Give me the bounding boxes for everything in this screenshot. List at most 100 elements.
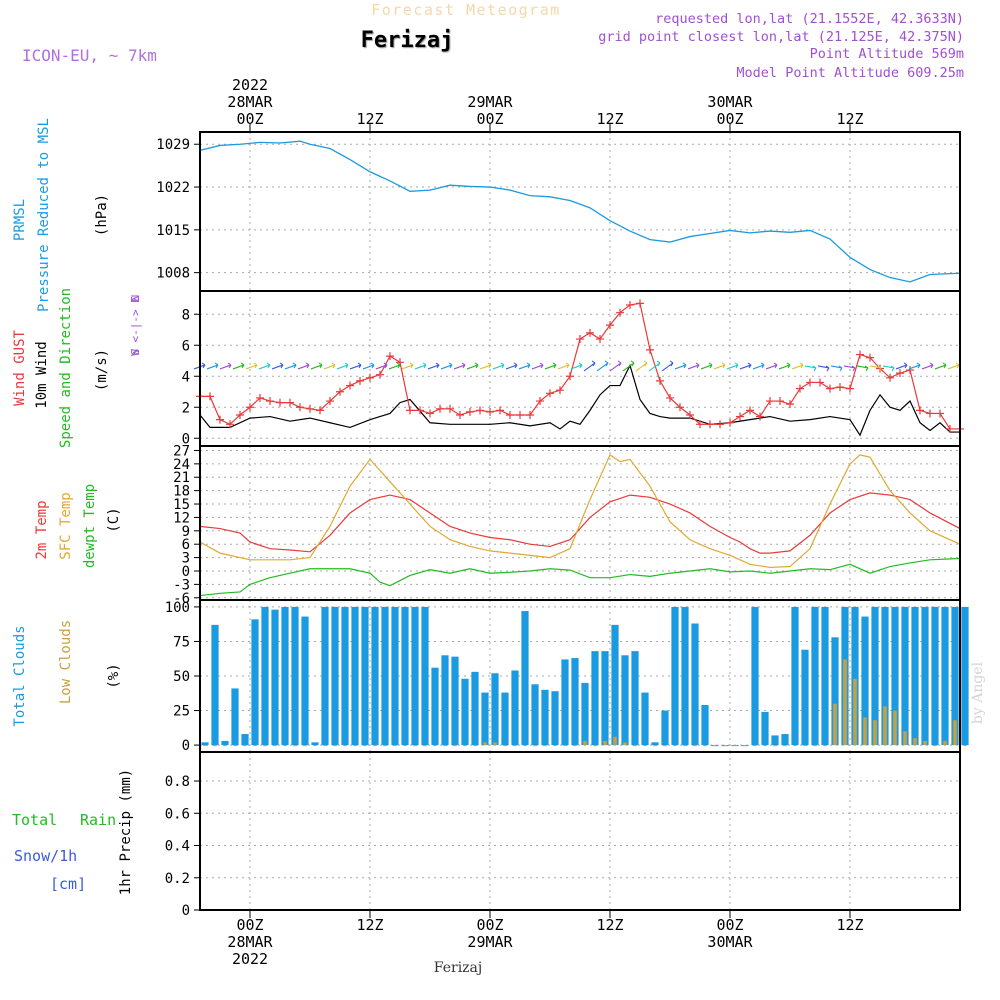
wind-gust-marker-58 [776,397,784,406]
wind-direction-arrow-14 [375,362,388,370]
wind-direction-arrow-38 [687,362,700,370]
precipitation-ytick-label-1: 0.2 [165,871,190,887]
low-cloud-bar-16 [363,745,367,747]
wind-gust-marker-48 [676,403,684,412]
wind-direction-arrow-35 [648,360,661,372]
precipitation-ytick-label-0: 0 [182,903,190,919]
precipitation-frame [199,751,961,911]
low-cloud-bar-4 [243,745,247,747]
wind-direction-arrow-56 [921,362,934,370]
temperature-ytick-label-5: 9 [182,524,190,540]
total-cloud-bar-12 [321,606,329,746]
pressure-label-msl: Pressure Reduced to MSL [36,118,52,312]
precipitation-background [200,752,960,910]
wind-gust-marker-26 [456,411,464,419]
low-cloud-bar-29 [493,742,497,746]
total-cloud-bar-68 [881,606,889,746]
temperature-ytick-label-11: 27 [173,443,190,459]
wind-direction-arrow-10 [323,362,336,370]
point-altitude: Point Altitude 569m [810,46,964,62]
total-cloud-bar-58 [781,734,789,746]
wind-gust-marker-32 [516,411,524,419]
total-cloud-bar-13 [331,606,339,746]
wind-gust-marker-31 [506,411,514,419]
wind-gust-marker-18 [376,370,384,379]
temp-2m-line [199,492,961,554]
wind-gust-marker-64 [836,383,844,392]
low-cloud-bar-70 [903,731,907,746]
wind-gust-marker-29 [486,407,494,416]
watermark: by Angel [970,661,986,724]
top-axis-label-0-1: 28MAR [227,93,273,111]
low-cloud-bar-52 [723,745,727,747]
wind-unit: (m/s) [94,349,110,391]
top-axis-label-2-1: 00Z [476,110,503,128]
wind-gust-marker-5 [246,403,254,412]
total-cloud-bar-27 [471,671,479,746]
bottom-axis-label-4-1: 30MAR [707,933,753,951]
wind-direction-arrow-32 [609,360,622,372]
pressure-ytick-label-3: 1029 [156,137,190,153]
low-cloud-bar-33 [533,745,537,747]
wind-label-speed-dir: Speed and Direction [58,288,74,448]
low-cloud-bar-13 [333,745,337,747]
wind-direction-arrow-49 [830,365,843,372]
total-cloud-bar-31 [511,670,519,746]
wind-direction-arrow-52 [869,365,882,372]
wind-label-gust: Wind GUST [12,330,28,406]
temp-label-2m: 2m Temp [34,500,50,559]
wind-gust-marker-9 [286,398,294,407]
wind-direction-arrow-45 [778,362,791,370]
total-cloud-bar-47 [671,606,679,746]
top-axis-label-3-0: 12Z [596,110,623,128]
wind-gust-marker-36 [556,386,564,395]
wind-gust-marker-10 [296,403,304,412]
low-cloud-bar-60 [803,745,807,747]
wind-gust-marker-49 [686,411,694,419]
compass-s: S [129,349,142,356]
low-cloud-bar-14 [343,745,347,747]
wind-gust-marker-17 [366,373,374,382]
wind-gust-marker-2 [216,415,224,424]
low-cloud-bar-68 [883,706,887,746]
wind-gust-marker-24 [436,404,444,413]
total-cloud-bar-37 [571,658,579,746]
low-cloud-bar-15 [353,745,357,747]
low-cloud-bar-26 [463,745,467,747]
wind-direction-arrow-48 [817,365,830,372]
low-cloud-bar-74 [943,740,947,746]
total-cloud-bar-17 [371,606,379,746]
low-cloud-bar-10 [303,745,307,747]
low-cloud-bar-20 [403,745,407,747]
wind-direction-arrow-7 [284,362,297,370]
low-cloud-bar-30 [503,745,507,747]
temp-dewpt-line [199,557,961,597]
wind-direction-arrow-9 [310,362,323,370]
total-cloud-bar-6 [261,606,269,746]
clouds-ytick-label-3: 75 [173,634,190,650]
total-cloud-bar-67 [871,606,879,746]
total-cloud-bar-59 [791,606,799,746]
total-cloud-bar-10 [301,616,309,746]
wind-gust-marker-42 [616,308,624,317]
total-cloud-bar-25 [451,656,459,746]
total-cloud-bar-3 [231,688,239,746]
total-cloud-bar-40 [601,651,609,746]
low-cloud-bar-19 [393,745,397,747]
wind-gust-marker-12 [316,406,324,415]
total-cloud-bar-26 [461,678,469,746]
low-cloud-bar-17 [373,745,377,747]
total-cloud-bar-21 [411,606,419,746]
precipitation-ytick-label-3: 0.6 [165,806,190,822]
low-cloud-bar-67 [873,720,877,746]
wind-gust-marker-66 [856,350,864,359]
low-cloud-bar-46 [663,745,667,747]
wind-direction-arrow-50 [843,365,856,372]
location-title: Ferizaj [361,28,454,53]
low-cloud-bar-9 [293,745,297,747]
wind-gust-marker-41 [606,321,614,330]
model-label: ICON-EU, ~ 7km [22,46,157,65]
precipitation-ytick-label-4: 0.8 [165,774,190,790]
total-cloud-bar-43 [631,651,639,746]
